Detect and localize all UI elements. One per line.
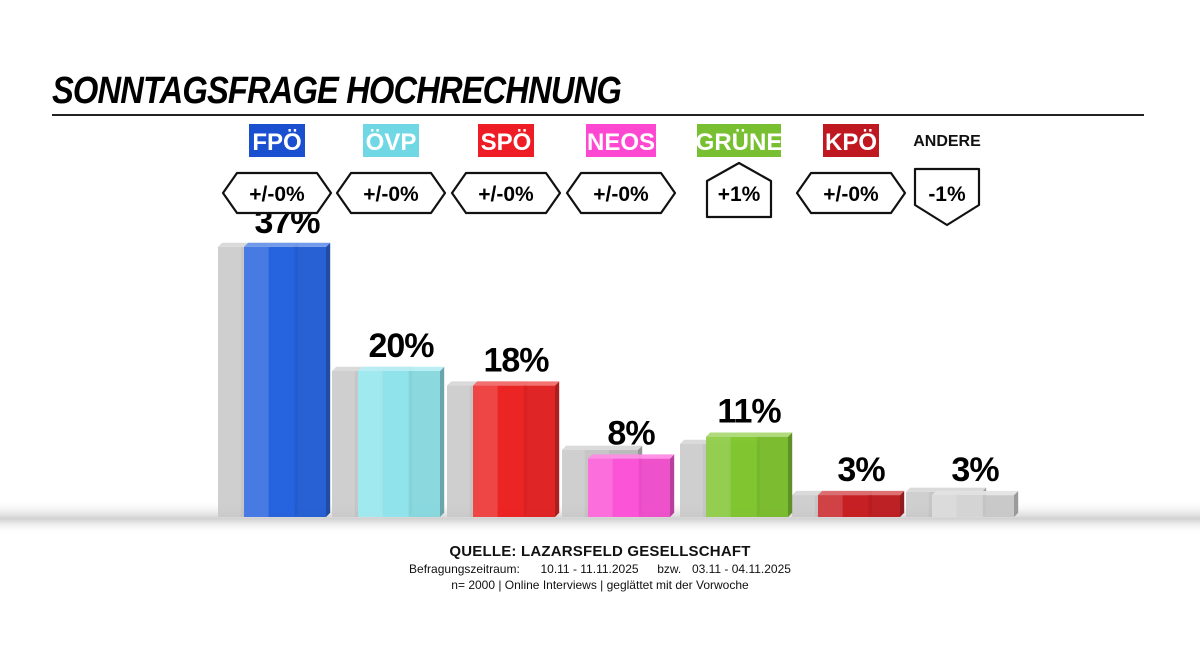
title-divider [52, 114, 1144, 116]
change-box-andere [913, 167, 981, 227]
bar-fpoe [244, 242, 331, 517]
bar-spoe [473, 381, 560, 517]
bar-oevp [358, 366, 445, 517]
chart-title: SONNTAGSFRAGE HOCHRECHNUNG [52, 70, 622, 112]
value-label-kpoe: 3% [837, 451, 885, 489]
party-label-bg-fpoe [249, 124, 305, 157]
period-label: Befragungszeitraum: [409, 562, 520, 576]
party-label-bg-oevp [363, 124, 419, 157]
period-current: 10.11 - 11.11.2025 [540, 562, 639, 576]
party-label-andere: ANDERE [913, 133, 981, 150]
party-label-oevp: ÖVP [366, 129, 417, 156]
party-label-fpoe: FPÖ [252, 129, 301, 156]
change-label-spoe: +/-0% [478, 183, 534, 206]
change-label-oevp: +/-0% [363, 183, 419, 206]
party-label-bg-kpoe [823, 124, 879, 157]
value-label-gruene: 11% [717, 393, 781, 431]
period-previous: 03.11 - 04.11.2025 [691, 562, 791, 576]
change-label-gruene: +1% [718, 183, 761, 206]
source-text: QUELLE: LAZARSFELD GESELLSCHAFT [449, 543, 751, 560]
survey-period: Befragungszeitraum: 10.11 - 11.11.2025 b… [0, 562, 1200, 576]
change-label-fpoe: +/-0% [249, 183, 305, 206]
value-label-neos: 8% [607, 415, 655, 453]
party-label-bg-gruene [697, 124, 781, 157]
change-box-gruene [705, 161, 773, 219]
change-box-oevp [335, 171, 447, 215]
bar-gruene [706, 432, 793, 517]
value-label-andere: 3% [951, 451, 999, 489]
bar-kpoe [818, 490, 905, 517]
change-box-spoe [450, 171, 562, 215]
change-label-kpoe: +/-0% [823, 183, 879, 206]
method-note: n= 2000 | Online Interviews | geglättet … [451, 578, 749, 592]
bar-chart: 37%FPÖ+/-0%20%ÖVP+/-0%18%SPÖ+/-0%8%NEOS+… [0, 124, 1200, 534]
bar-andere [932, 490, 1019, 517]
change-box-fpoe [221, 171, 333, 215]
change-box-kpoe [795, 171, 907, 215]
party-label-bg-neos [586, 124, 656, 157]
change-box-neos [565, 171, 677, 215]
party-label-bg-spoe [478, 124, 534, 157]
party-label-neos: NEOS [587, 129, 655, 156]
party-label-spoe: SPÖ [481, 129, 532, 156]
period-separator: bzw. [657, 562, 682, 576]
party-label-gruene: GRÜNE [696, 129, 783, 156]
value-label-oevp: 20% [368, 327, 434, 365]
change-label-neos: +/-0% [593, 183, 649, 206]
change-label-andere: -1% [928, 183, 966, 206]
value-label-spoe: 18% [483, 342, 549, 380]
party-label-kpoe: KPÖ [825, 129, 877, 156]
bar-neos [588, 454, 675, 517]
chart-footer: QUELLE: LAZARSFELD GESELLSCHAFT Befragun… [0, 543, 1200, 592]
